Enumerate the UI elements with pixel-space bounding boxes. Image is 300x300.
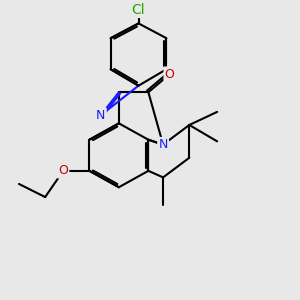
Text: N: N (158, 138, 168, 151)
Text: O: O (58, 164, 68, 177)
Text: N: N (96, 109, 106, 122)
Text: Cl: Cl (132, 3, 145, 17)
Text: O: O (165, 68, 175, 81)
